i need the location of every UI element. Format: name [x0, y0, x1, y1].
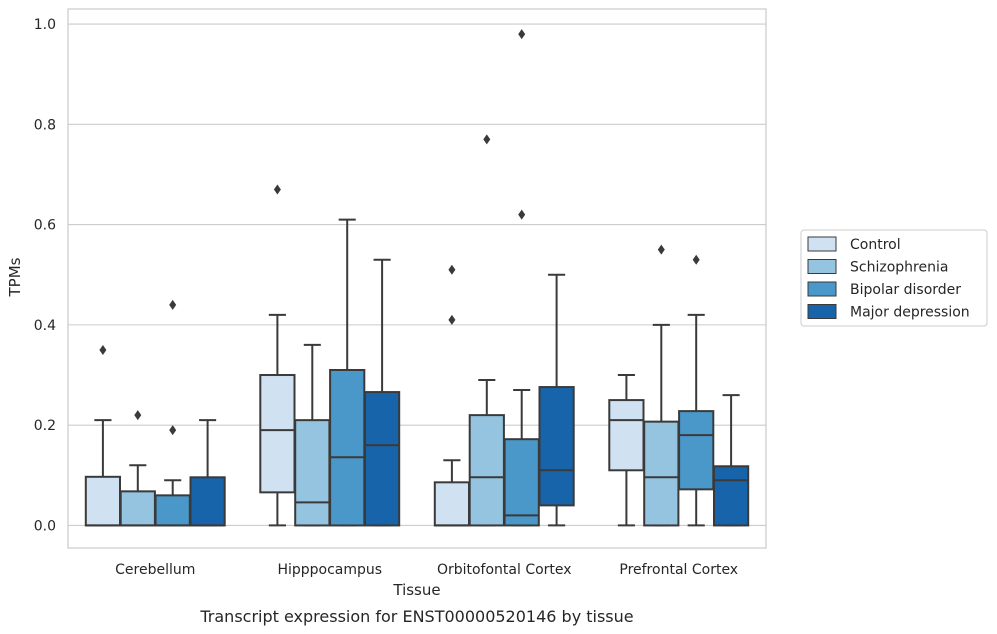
box-body	[712, 465, 750, 527]
box-bipolar-disorder-hipppocampus	[329, 218, 366, 527]
legend-swatch	[807, 281, 837, 297]
box-body	[189, 476, 226, 527]
box-schizophrenia-hipppocampus	[294, 343, 331, 527]
x-axis-label: Tissue	[392, 581, 440, 599]
legend-swatch	[807, 304, 837, 319]
box-body	[154, 494, 191, 527]
box-body	[608, 399, 645, 472]
box-body	[119, 490, 156, 527]
outlier-point	[518, 209, 526, 220]
legend-label: Bipolar disorder	[850, 282, 961, 298]
legend-label: Schizophrenia	[850, 260, 948, 276]
box-body	[294, 419, 331, 527]
legend-label: Major depression	[850, 305, 970, 321]
x-tick-label: Orbitofontal Cortex	[437, 562, 572, 578]
legend-label: Control	[850, 237, 901, 253]
legend-swatch	[807, 259, 837, 274]
box-body	[643, 420, 680, 527]
box-schizophrenia-prefrontal-cortex	[643, 244, 680, 527]
plot-frame	[67, 8, 767, 549]
box-major-depression-prefrontal-cortex	[712, 394, 750, 527]
y-tick-label: 0.8	[34, 117, 56, 133]
box-bipolar-disorder-orbitofontal-cortex	[503, 29, 540, 527]
box-body	[503, 438, 540, 527]
tick-labels: 0.0 0.2 0.4 0.6 0.8 1.0 Cerebellum Hipppocampus…	[34, 17, 738, 578]
boxes	[84, 29, 750, 527]
box-schizophrenia-cerebellum	[119, 410, 156, 527]
x-tick-label: Hipppocampus	[277, 562, 382, 578]
box-bipolar-disorder-cerebellum	[154, 299, 191, 527]
box-body	[433, 481, 471, 527]
box-body	[468, 414, 505, 527]
outlier-point	[169, 299, 177, 310]
box-body	[363, 391, 401, 527]
legend-item-bipolar-disorder: Bipolar disorder	[807, 281, 961, 298]
box-body	[329, 369, 366, 527]
outlier-point	[692, 254, 700, 265]
box-body	[259, 374, 296, 494]
box-schizophrenia-orbitofontal-cortex	[468, 134, 505, 527]
legend-item-major-depression: Major depression	[807, 304, 970, 321]
outlier-point	[518, 29, 526, 40]
legend-frame	[800, 229, 988, 327]
y-tick-label: 0.4	[34, 318, 56, 334]
box-body	[84, 475, 122, 527]
outlier-point	[134, 410, 142, 421]
y-tick-label: 0.0	[34, 518, 56, 534]
box-major-depression-orbitofontal-cortex	[538, 273, 575, 527]
box-body	[678, 410, 715, 491]
y-axis-label: TPMs	[6, 257, 24, 297]
y-tick-label: 1.0	[34, 17, 56, 33]
y-tick-label: 0.2	[34, 418, 56, 434]
outlier-point	[99, 344, 107, 355]
outlier-point	[448, 314, 456, 325]
box-control-orbitofontal-cortex	[433, 264, 471, 527]
chart-caption: Transcript expression for ENST0000052014…	[199, 607, 633, 626]
legend-swatch	[807, 236, 837, 252]
x-tick-label: Cerebellum	[115, 562, 195, 578]
box-body	[538, 386, 575, 507]
box-control-cerebellum	[84, 344, 122, 527]
legend-item-control: Control	[807, 236, 901, 253]
legend: Control Schizophrenia Bipolar disorder Majo…	[800, 229, 988, 327]
outlier-point	[657, 244, 665, 255]
box-bipolar-disorder-prefrontal-cortex	[678, 254, 715, 527]
outlier-point	[483, 134, 491, 145]
legend-item-schizophrenia: Schizophrenia	[807, 259, 948, 276]
box-control-hipppocampus	[259, 184, 296, 527]
box-major-depression-cerebellum	[189, 419, 226, 527]
box-major-depression-hipppocampus	[363, 258, 401, 527]
y-tick-label: 0.6	[34, 218, 56, 234]
outlier-point	[448, 264, 456, 275]
box-control-prefrontal-cortex	[608, 374, 645, 527]
outlier-point	[273, 184, 281, 195]
outlier-point	[169, 425, 177, 436]
x-tick-label: Prefrontal Cortex	[619, 562, 738, 578]
